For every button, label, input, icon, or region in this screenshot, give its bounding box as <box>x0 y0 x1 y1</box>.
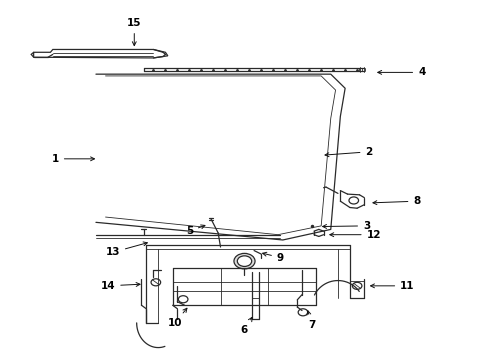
Text: 13: 13 <box>105 242 147 257</box>
Polygon shape <box>287 123 311 176</box>
Polygon shape <box>34 49 167 58</box>
Polygon shape <box>186 147 244 194</box>
Text: 6: 6 <box>241 318 252 335</box>
Polygon shape <box>115 147 191 194</box>
Circle shape <box>237 256 251 266</box>
Circle shape <box>233 253 255 269</box>
Text: 1: 1 <box>51 154 94 164</box>
Text: 14: 14 <box>101 281 140 291</box>
Text: 5: 5 <box>185 225 204 236</box>
Polygon shape <box>287 82 313 117</box>
Polygon shape <box>206 85 278 145</box>
Circle shape <box>348 197 358 204</box>
Text: 9: 9 <box>262 252 284 262</box>
Polygon shape <box>96 74 345 240</box>
Text: 2: 2 <box>325 147 372 157</box>
Text: 11: 11 <box>370 281 414 291</box>
Text: 4: 4 <box>377 67 425 77</box>
Text: 8: 8 <box>372 196 420 206</box>
Polygon shape <box>112 85 210 170</box>
Polygon shape <box>280 80 323 222</box>
Text: 12: 12 <box>329 230 380 240</box>
Text: 10: 10 <box>167 308 186 328</box>
Text: 3: 3 <box>322 221 369 231</box>
Text: 7: 7 <box>306 311 315 330</box>
Text: 15: 15 <box>127 18 141 46</box>
